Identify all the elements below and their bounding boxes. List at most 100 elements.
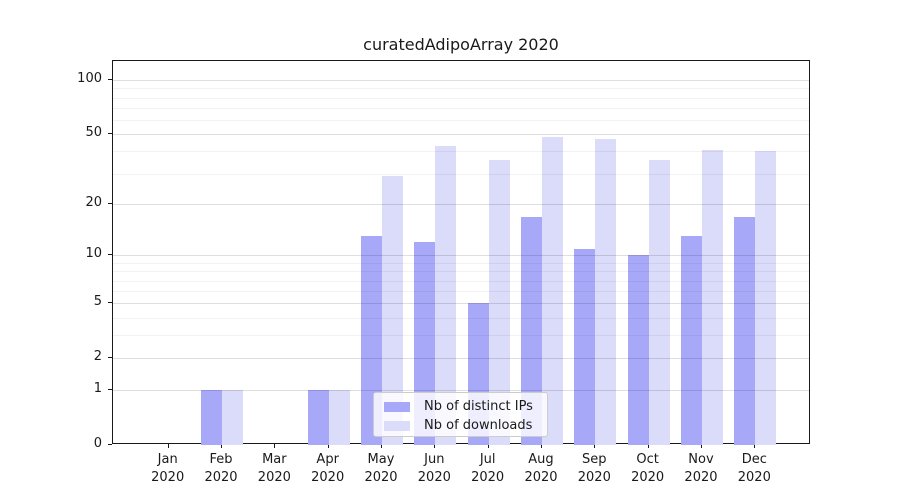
- plot-area: [112, 60, 810, 445]
- y-tick-label-20: 20: [85, 195, 102, 211]
- y-tick-label-100: 100: [77, 71, 102, 87]
- x-tick-month-Dec: Dec: [741, 452, 767, 467]
- x-tick-mark-Jul: [487, 444, 489, 448]
- gridline-minor-9: [113, 263, 809, 264]
- x-tick-mark-Mar: [274, 444, 276, 448]
- x-tick-mark-May: [381, 444, 382, 448]
- y-tick-mark-0: [108, 444, 112, 445]
- gridline-major-20: [113, 204, 809, 206]
- bar-distinct-ips-Sep: [574, 248, 596, 445]
- x-tick-mark-Apr: [327, 444, 329, 448]
- y-tick-mark-5: [108, 302, 112, 304]
- gridline-major-5: [113, 303, 809, 305]
- bar-downloads-Dec: [755, 151, 777, 445]
- legend-label-downloads: Nb of downloads: [424, 418, 533, 433]
- x-tick-year-May: 2020: [364, 470, 398, 485]
- x-tick-year-Dec: 2020: [737, 470, 771, 485]
- chart-title: curatedAdipoArray 2020: [363, 35, 559, 54]
- y-tick-label-0: 0: [93, 436, 102, 451]
- x-tick-label-Jan: Jan 2020: [136, 451, 200, 487]
- bar-downloads-Sep: [595, 139, 617, 445]
- bar-downloads-Jul: [488, 159, 510, 445]
- x-tick-month-Nov: Nov: [688, 452, 714, 467]
- x-tick-label-May: May 2020: [349, 451, 413, 487]
- x-tick-mark-Oct: [647, 444, 649, 448]
- x-tick-label-Feb: Feb 2020: [189, 451, 253, 487]
- y-tick-label-1: 1: [93, 381, 102, 397]
- x-tick-year-Apr: 2020: [311, 470, 345, 485]
- y-tick-label-2: 2: [93, 349, 102, 365]
- bar-distinct-ips-Feb: [201, 390, 223, 445]
- gridline-major-50: [113, 134, 809, 136]
- bar-downloads-Jun: [435, 145, 457, 445]
- gridline-minor-8: [113, 271, 809, 273]
- x-tick-label-Oct: Oct 2020: [616, 451, 680, 487]
- x-tick-month-Jul: Jul: [479, 452, 496, 467]
- y-tick-mark-2: [108, 357, 112, 359]
- x-tick-year-Mar: 2020: [257, 470, 291, 485]
- y-tick-mark-10: [108, 254, 112, 256]
- x-tick-mark-Aug: [540, 444, 542, 448]
- gridline-minor-70: [113, 108, 809, 110]
- legend-swatch-distinct-ips: [384, 402, 410, 412]
- x-tick-mark-Nov: [700, 444, 702, 448]
- x-tick-label-Jul: Jul 2020: [456, 451, 520, 487]
- gridline-minor-6: [113, 291, 809, 293]
- y-tick-mark-20: [108, 203, 112, 205]
- x-tick-label-Jun: Jun 2020: [402, 451, 466, 487]
- x-tick-month-Jan: Jan: [157, 452, 178, 467]
- legend-swatch-downloads: [384, 421, 410, 431]
- y-tick-label-50: 50: [85, 125, 102, 141]
- bar-distinct-ips-Oct: [627, 255, 649, 445]
- gridline-minor-90: [113, 88, 809, 90]
- gridline-minor-4: [113, 317, 809, 319]
- x-tick-year-Aug: 2020: [524, 470, 558, 485]
- bar-distinct-ips-Aug: [520, 216, 542, 445]
- legend: Nb of distinct IPs Nb of downloads: [373, 392, 548, 437]
- x-tick-label-Dec: Dec 2020: [722, 451, 786, 487]
- x-tick-label-Sep: Sep 2020: [562, 451, 626, 487]
- x-tick-month-Sep: Sep: [582, 452, 607, 467]
- gridline-minor-60: [113, 120, 809, 122]
- x-tick-year-Feb: 2020: [204, 470, 238, 485]
- x-tick-year-Jan: 2020: [151, 470, 185, 485]
- x-tick-label-Apr: Apr 2020: [296, 451, 360, 487]
- bar-downloads-Aug: [541, 137, 563, 445]
- bar-downloads-May: [382, 176, 403, 445]
- gridline-major-10: [113, 255, 809, 257]
- gridline-major-100: [113, 80, 809, 82]
- y-tick-label-10: 10: [85, 246, 102, 262]
- bar-distinct-ips-Apr: [307, 390, 329, 445]
- x-tick-mark-Jun: [434, 444, 436, 448]
- x-tick-year-Jul: 2020: [471, 470, 505, 485]
- y-tick-mark-50: [108, 133, 112, 135]
- x-tick-label-Nov: Nov 2020: [669, 451, 733, 487]
- y-tick-mark-100: [108, 79, 112, 81]
- x-tick-label-Mar: Mar 2020: [242, 451, 306, 487]
- x-tick-year-Nov: 2020: [684, 470, 718, 485]
- bar-downloads-Apr: [328, 390, 350, 445]
- legend-label-distinct-ips: Nb of distinct IPs: [424, 399, 533, 414]
- x-tick-year-Jun: 2020: [417, 470, 451, 485]
- gridline-minor-40: [113, 151, 809, 153]
- x-tick-month-Mar: Mar: [262, 452, 287, 467]
- x-tick-year-Sep: 2020: [577, 470, 611, 485]
- bar-distinct-ips-Dec: [734, 216, 756, 445]
- y-tick-label-5: 5: [93, 294, 102, 310]
- x-tick-mark-Sep: [594, 444, 596, 448]
- gridline-minor-30: [113, 173, 809, 175]
- gridline-minor-80: [113, 97, 809, 99]
- x-tick-year-Oct: 2020: [631, 470, 665, 485]
- x-tick-month-Oct: Oct: [636, 452, 659, 467]
- x-tick-mark-Jan: [167, 444, 169, 448]
- gridline-minor-7: [113, 280, 809, 282]
- bar-downloads-Nov: [701, 149, 723, 445]
- x-tick-month-Feb: Feb: [209, 452, 233, 467]
- bar-distinct-ips-Nov: [680, 236, 702, 445]
- x-tick-month-May: May: [367, 452, 395, 467]
- x-tick-month-Aug: Aug: [528, 452, 554, 467]
- legend-entry-downloads: Nb of downloads: [374, 418, 547, 434]
- gridline-major-2: [113, 358, 809, 360]
- legend-entry-distinct-ips: Nb of distinct IPs: [374, 399, 547, 415]
